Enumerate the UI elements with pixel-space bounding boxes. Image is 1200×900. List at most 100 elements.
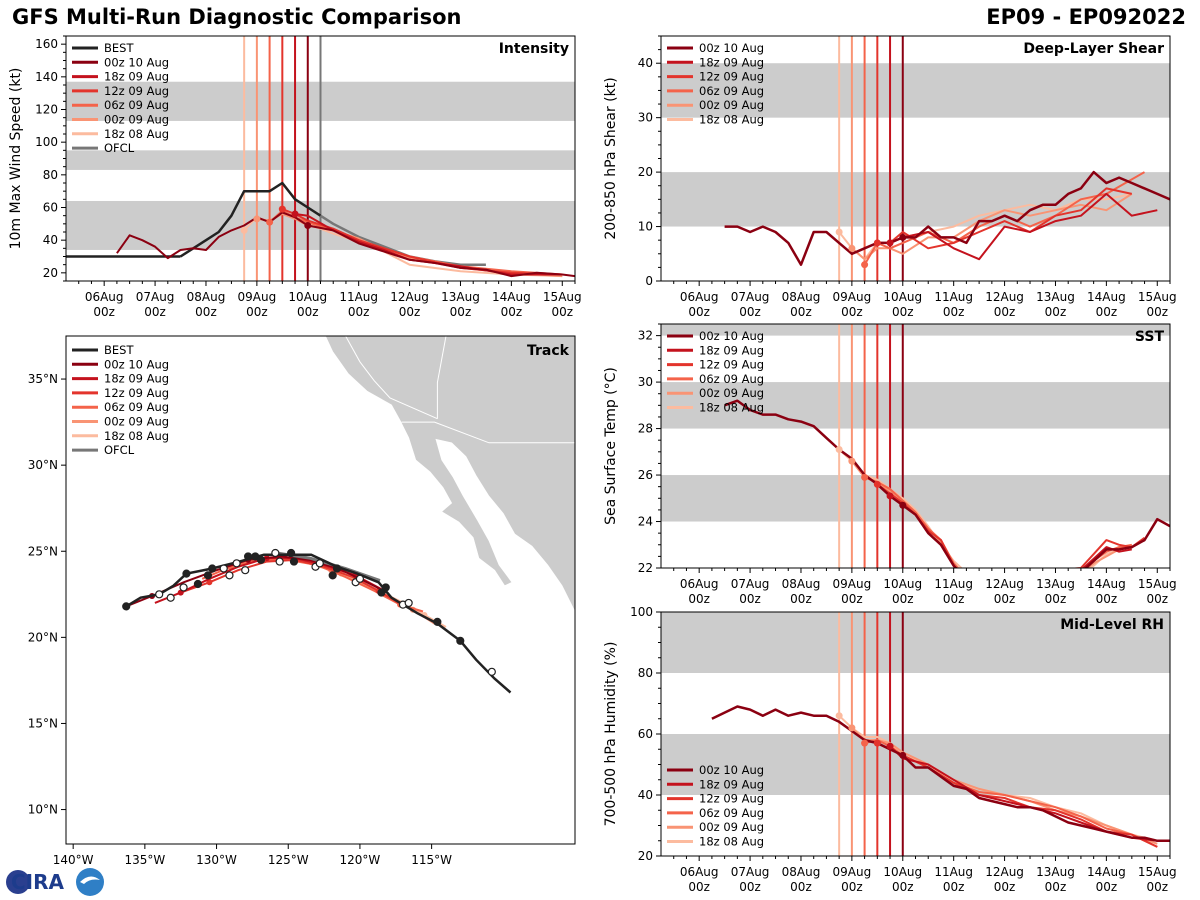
sst-x-tick-day: 10Aug: [883, 577, 922, 591]
track-best-point: [203, 571, 213, 580]
shear-band: [661, 63, 1170, 118]
track-best-point: [275, 557, 284, 566]
track-best-point: [287, 548, 296, 558]
rh-x-tick-hour: 00z: [790, 880, 812, 894]
shear-x-tick-day: 10Aug: [883, 290, 922, 304]
shear-legend-label: 12z 09 Aug: [699, 70, 764, 84]
shear-init-marker: [886, 239, 894, 247]
intensity-x-tick-day: 14Aug: [492, 290, 531, 304]
shear-x-tick-hour: 00z: [1146, 305, 1168, 319]
rh-x-tick-day: 11Aug: [934, 865, 973, 879]
intensity-x-tick-hour: 00z: [450, 305, 472, 319]
cira-logo-text: CIRA: [11, 870, 65, 894]
intensity-init-marker: [253, 215, 261, 223]
cira-logo: CIRA: [6, 868, 104, 896]
intensity-x-tick-hour: 00z: [246, 305, 268, 319]
rh-series-line: [711, 705, 1170, 843]
track-best-point: [256, 555, 266, 564]
sst-init-marker: [848, 457, 856, 465]
sst-x-tick-day: 14Aug: [1087, 577, 1126, 591]
sst-plot-area: [661, 324, 1170, 568]
intensity-init-marker: [291, 210, 299, 218]
track-legend-label: BEST: [104, 343, 134, 357]
sst-y-tick-label: 24: [638, 515, 653, 529]
shear-y-tick-label: 0: [645, 274, 653, 288]
rh-plot-area: [661, 612, 1170, 856]
track-best-point: [487, 667, 496, 676]
track-best-point: [328, 571, 337, 580]
shear-x-tick-day: 15Aug: [1138, 290, 1177, 304]
rh-init-marker: [861, 739, 869, 747]
shear-x-tick-hour: 00z: [1096, 305, 1118, 319]
intensity-x-tick-day: 07Aug: [136, 290, 175, 304]
rh-legend-label: 18z 08 Aug: [699, 835, 764, 849]
track-legend-label: OFCL: [104, 443, 135, 457]
intensity-legend-label: BEST: [104, 41, 134, 55]
track-x-tick-label: 125°W: [268, 853, 309, 867]
track-y-tick-label: 25°N: [28, 544, 58, 558]
shear-legend-label: 00z 10 Aug: [699, 41, 764, 55]
rh-init-marker: [899, 751, 907, 759]
intensity-panel-title: Intensity: [499, 41, 569, 57]
rh-x-tick-day: 15Aug: [1138, 865, 1177, 879]
rh-x-tick-day: 07Aug: [731, 865, 770, 879]
sst-legend-label: 00z 10 Aug: [699, 329, 764, 343]
track-y-tick-label: 20°N: [28, 630, 58, 644]
rh-legend-label: 18z 09 Aug: [699, 777, 764, 791]
track-best-point: [122, 602, 131, 611]
track-best-point: [166, 593, 175, 602]
shear-x-tick-day: 12Aug: [985, 290, 1024, 304]
track-x-tick-label: 120°W: [340, 853, 381, 867]
track-panel: 140°W 135°W 130°W 125°W 120°W 115°W 10°N 15°N 20…: [28, 335, 576, 867]
sst-x-tick-day: 06Aug: [680, 577, 719, 591]
rh-x-tick-hour: 00z: [1146, 880, 1168, 894]
shear-init-marker: [835, 228, 843, 236]
shear-series-line: [863, 171, 1145, 266]
rh-init-marker: [886, 742, 894, 750]
rh-x-tick-hour: 00z: [994, 880, 1016, 894]
track-best-point: [377, 588, 386, 597]
track-y-tick-label: 15°N: [28, 716, 58, 730]
intensity-init-marker: [278, 205, 286, 213]
rh-x-tick-day: 06Aug: [680, 865, 719, 879]
shear-legend-label: 18z 08 Aug: [699, 113, 764, 127]
shear-x-tick-hour: 00z: [994, 305, 1016, 319]
intensity-y-tick-label: 100: [35, 135, 58, 149]
shear-init-marker: [861, 261, 869, 269]
rh-legend-label: 12z 09 Aug: [699, 792, 764, 806]
track-best-point: [271, 548, 280, 558]
track-legend-label: 00z 09 Aug: [104, 415, 169, 429]
track-y-tick-label: 35°N: [28, 372, 58, 386]
track-best-point: [251, 552, 260, 561]
rh-init-marker: [873, 739, 881, 747]
sst-x-tick-hour: 00z: [1045, 592, 1067, 606]
intensity-x-tick-day: 13Aug: [441, 290, 480, 304]
sst-x-tick-day: 09Aug: [833, 577, 872, 591]
cira-logo-wave-icon: [80, 876, 100, 884]
track-best-point: [219, 564, 228, 573]
sst-x-tick-day: 07Aug: [731, 577, 770, 591]
intensity-x-tick-hour: 00z: [195, 305, 217, 319]
sst-x-tick-hour: 00z: [688, 592, 710, 606]
shear-x-tick-day: 07Aug: [731, 290, 770, 304]
shear-panel: 01020304006Aug00z07Aug00z08Aug00z09Aug00…: [603, 35, 1177, 319]
intensity-init-marker: [266, 218, 274, 226]
intensity-x-tick-day: 06Aug: [85, 290, 124, 304]
shear-x-tick-hour: 00z: [841, 305, 863, 319]
rh-x-tick-hour: 00z: [841, 880, 863, 894]
intensity-x-tick-hour: 00z: [297, 305, 319, 319]
intensity-init-marker: [304, 221, 312, 229]
sst-x-tick-hour: 00z: [841, 592, 863, 606]
intensity-legend-label: 12z 09 Aug: [104, 84, 169, 98]
track-y-tick-label: 30°N: [28, 458, 58, 472]
shear-series-line: [838, 192, 1133, 261]
cira-logo-swirl-icon: [76, 868, 104, 896]
shear-init-marker: [899, 233, 907, 241]
rh-y-tick-label: 100: [630, 605, 653, 619]
track-legend-label: 18z 09 Aug: [104, 372, 169, 386]
sst-x-tick-hour: 00z: [994, 592, 1016, 606]
intensity-x-tick-day: 12Aug: [390, 290, 429, 304]
shear-x-tick-hour: 00z: [739, 305, 761, 319]
shear-init-marker: [848, 244, 856, 252]
shear-x-tick-hour: 00z: [790, 305, 812, 319]
